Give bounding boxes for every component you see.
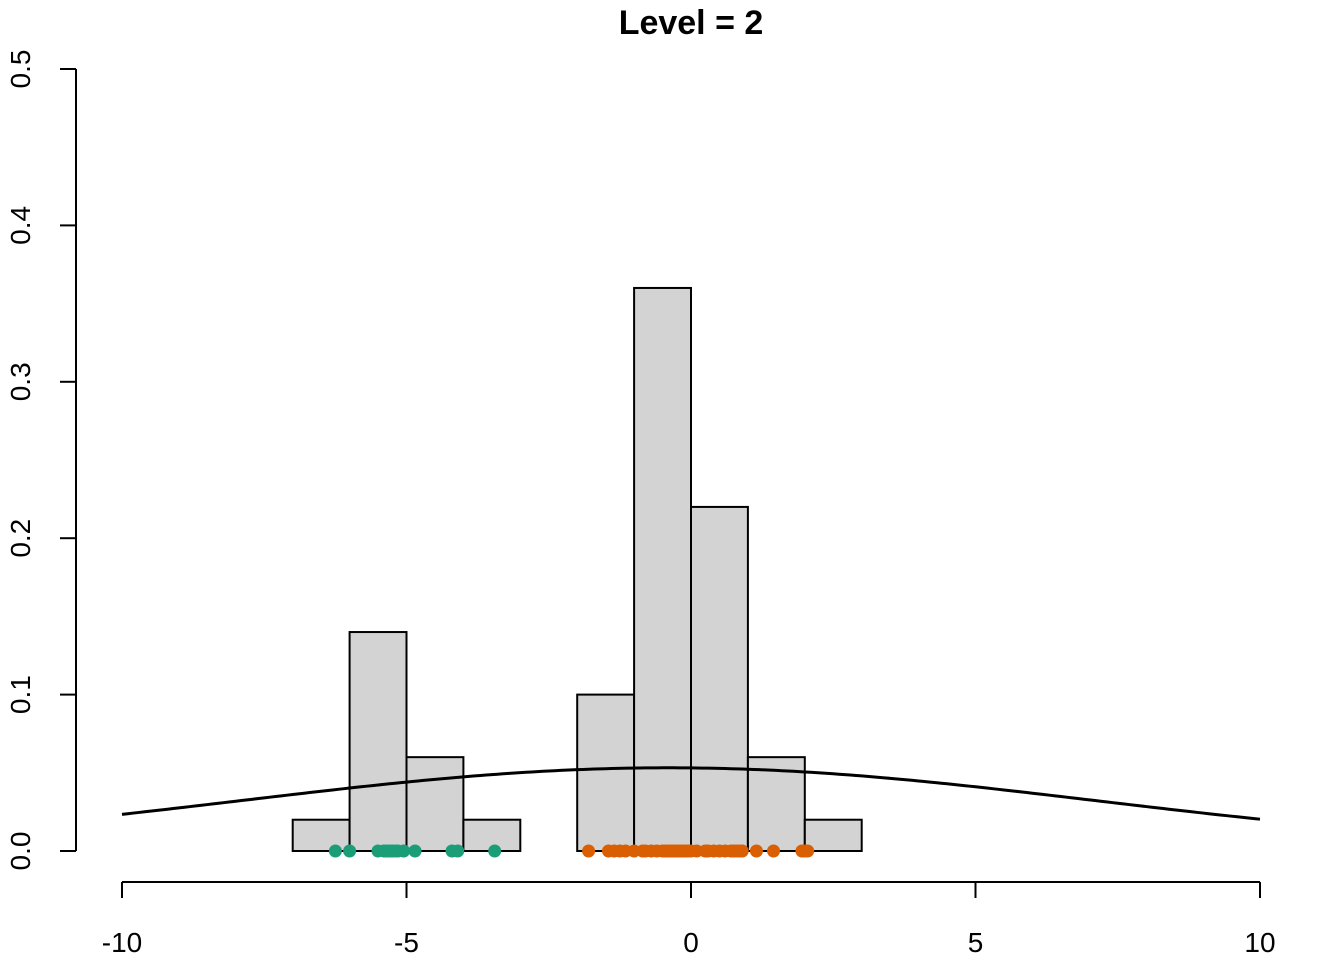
data-point-teal <box>343 844 357 858</box>
data-point-orange <box>801 844 815 858</box>
data-point-orange <box>582 844 596 858</box>
histogram-bar <box>803 818 863 852</box>
x-tick-label: 0 <box>683 927 699 958</box>
x-tick-label: -10 <box>102 927 142 958</box>
y-tick-label: 0.0 <box>5 832 36 871</box>
histogram-bar <box>348 631 408 852</box>
density-curve <box>121 766 1261 821</box>
data-points <box>328 844 815 858</box>
data-point-orange <box>735 844 749 858</box>
y-tick-label: 0.2 <box>5 519 36 558</box>
data-point-teal <box>408 844 422 858</box>
data-point-teal <box>328 844 342 858</box>
x-tick-label: 10 <box>1244 927 1275 958</box>
histogram-bar <box>291 818 351 852</box>
data-point-orange <box>767 844 781 858</box>
x-axis: -10 -5 0 5 10 <box>102 881 1276 958</box>
data-point-orange <box>749 844 763 858</box>
data-point-teal <box>397 844 411 858</box>
y-tick-label: 0.1 <box>5 675 36 714</box>
histogram-bars <box>291 286 863 852</box>
y-tick-label: 0.5 <box>5 50 36 89</box>
data-point-teal <box>451 844 465 858</box>
histogram-bar <box>633 286 692 852</box>
histogram-bar <box>690 505 749 852</box>
data-point-teal <box>488 844 502 858</box>
x-tick-label: 5 <box>968 927 984 958</box>
y-tick-label: 0.3 <box>5 362 36 401</box>
x-tick-label: -5 <box>394 927 419 958</box>
histogram-bar <box>405 756 465 852</box>
y-axis: 0.0 0.1 0.2 0.3 0.4 0.5 <box>5 50 77 871</box>
histogram-bar <box>576 693 636 852</box>
chart-title: Level = 2 <box>619 4 764 42</box>
y-tick-label: 0.4 <box>5 206 36 245</box>
